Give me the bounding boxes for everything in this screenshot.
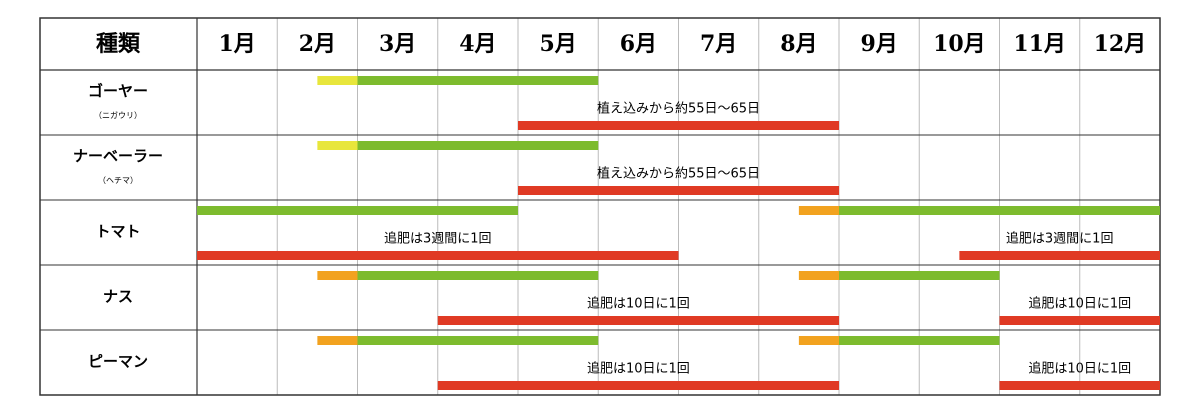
growth-bar <box>357 76 599 85</box>
bar-label: 植え込みから約55日～65日 <box>597 102 760 117</box>
bar-label: 植え込みから約55日～65日 <box>597 167 760 182</box>
month-header: 8月 <box>780 31 817 57</box>
fertilize-bar <box>999 381 1160 390</box>
fertilize-bar <box>437 316 839 325</box>
fertilize-bar <box>959 251 1160 260</box>
crop-name: ピーマン <box>88 353 148 371</box>
growth-bar <box>798 336 839 345</box>
bar-label: 追肥は10日に1回 <box>1028 296 1131 312</box>
month-header: 2月 <box>299 31 336 57</box>
growth-bar <box>317 76 358 85</box>
growth-bar <box>798 206 839 215</box>
month-header: 9月 <box>860 31 897 57</box>
crop-name: ナーベーラー <box>73 147 163 165</box>
fertilize-bar <box>437 381 839 390</box>
crop-subname: （ヘチマ） <box>98 176 138 185</box>
bar-label: 追肥は10日に1回 <box>1028 361 1131 377</box>
bar-label: 追肥は3週間に1回 <box>1006 231 1114 247</box>
bar-label: 追肥は10日に1回 <box>587 361 690 377</box>
growth-bar <box>839 336 1000 345</box>
month-header: 4月 <box>459 31 496 57</box>
growth-bar <box>357 141 599 150</box>
month-header: 11月 <box>1013 31 1066 57</box>
growth-bar <box>798 271 839 280</box>
growth-bar <box>197 206 518 215</box>
fertilize-bar <box>197 251 679 260</box>
month-header: 12月 <box>1094 31 1147 57</box>
month-header: 7月 <box>700 31 737 57</box>
crop-name: トマト <box>95 223 140 241</box>
month-header: 10月 <box>933 31 986 57</box>
growth-bar <box>839 271 1000 280</box>
growth-bar <box>317 271 358 280</box>
growth-bar <box>317 336 358 345</box>
crop-name: ゴーヤー <box>88 82 148 100</box>
crop-subname: （ニガウリ） <box>94 110 142 120</box>
header-title: 種類 <box>96 31 141 57</box>
fertilize-bar <box>999 316 1160 325</box>
growth-bar <box>357 271 599 280</box>
growth-bar <box>839 206 1160 215</box>
month-header: 6月 <box>620 31 657 57</box>
fertilize-bar <box>518 121 839 130</box>
growth-bar <box>317 141 358 150</box>
month-header: 1月 <box>218 31 255 57</box>
month-header: 5月 <box>539 31 576 57</box>
crop-name: ナス <box>103 288 133 306</box>
bar-label: 追肥は10日に1回 <box>587 296 690 312</box>
month-header: 3月 <box>379 31 416 57</box>
bar-label: 追肥は3週間に1回 <box>384 231 492 247</box>
growth-bar <box>357 336 599 345</box>
fertilize-bar <box>518 186 839 195</box>
